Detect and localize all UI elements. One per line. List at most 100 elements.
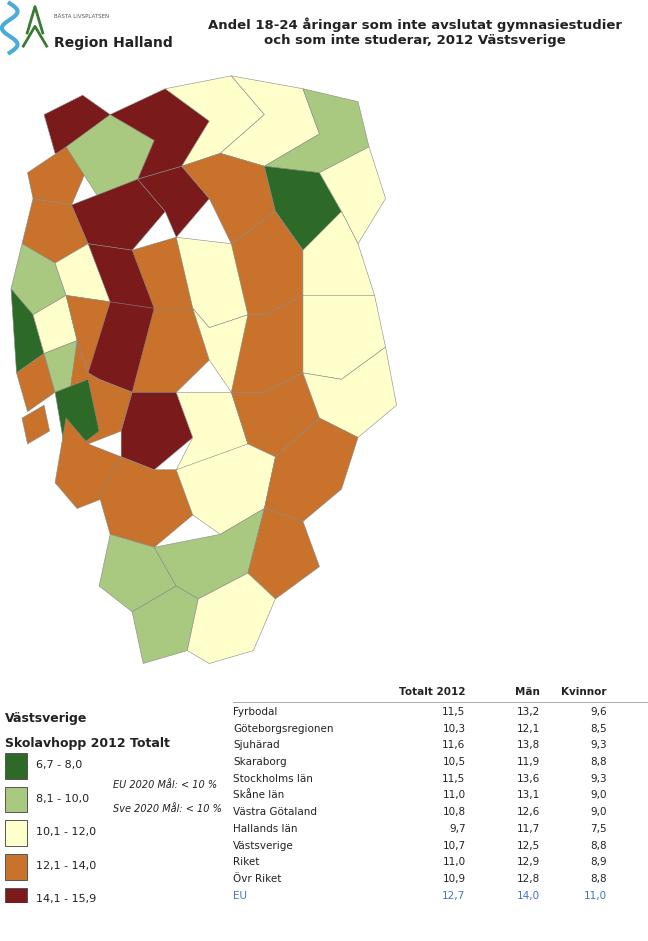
Text: 10,1 - 12,0: 10,1 - 12,0 <box>36 827 97 837</box>
Polygon shape <box>319 147 386 244</box>
Polygon shape <box>138 167 209 237</box>
Polygon shape <box>303 295 386 379</box>
Text: 11,0: 11,0 <box>583 891 607 901</box>
Text: 9,0: 9,0 <box>590 790 607 801</box>
Polygon shape <box>110 88 209 179</box>
Polygon shape <box>88 244 165 327</box>
Text: 9,6: 9,6 <box>590 707 607 717</box>
FancyBboxPatch shape <box>5 854 27 880</box>
Text: 12,1: 12,1 <box>517 724 540 734</box>
Polygon shape <box>231 295 330 392</box>
Text: 8,1 - 10,0: 8,1 - 10,0 <box>36 793 89 804</box>
Polygon shape <box>17 354 55 411</box>
Polygon shape <box>66 115 154 199</box>
Text: Hallands län: Hallands län <box>233 824 298 834</box>
Polygon shape <box>28 147 88 205</box>
Polygon shape <box>121 392 193 470</box>
Polygon shape <box>231 373 319 456</box>
Polygon shape <box>187 573 275 663</box>
Text: 7,5: 7,5 <box>590 824 607 834</box>
Polygon shape <box>22 199 88 263</box>
Polygon shape <box>231 212 303 315</box>
Text: 12,7: 12,7 <box>443 891 465 901</box>
Text: 12,5: 12,5 <box>517 840 540 851</box>
Polygon shape <box>55 379 99 456</box>
Text: Västsverige: Västsverige <box>5 711 87 725</box>
Text: 13,6: 13,6 <box>517 774 540 784</box>
Text: Västra Götaland: Västra Götaland <box>233 807 318 817</box>
Text: 13,1: 13,1 <box>517 790 540 801</box>
Text: 9,3: 9,3 <box>590 741 607 750</box>
Text: 9,7: 9,7 <box>449 824 465 834</box>
FancyBboxPatch shape <box>5 787 27 812</box>
Text: 11,6: 11,6 <box>443 741 465 750</box>
Text: 10,9: 10,9 <box>443 874 465 884</box>
Text: 8,9: 8,9 <box>590 857 607 868</box>
Polygon shape <box>44 95 110 153</box>
Text: 9,3: 9,3 <box>590 774 607 784</box>
Text: 12,9: 12,9 <box>517 857 540 868</box>
Text: 13,2: 13,2 <box>517 707 540 717</box>
Polygon shape <box>303 347 397 438</box>
Text: EU: EU <box>233 891 248 901</box>
Polygon shape <box>99 534 176 612</box>
Text: 12,6: 12,6 <box>517 807 540 817</box>
Text: Fyrbodal: Fyrbodal <box>233 707 277 717</box>
Polygon shape <box>264 418 358 521</box>
Text: Skåne län: Skåne län <box>233 790 284 801</box>
FancyBboxPatch shape <box>5 821 27 846</box>
Polygon shape <box>165 76 264 167</box>
Polygon shape <box>132 309 209 392</box>
Text: EU 2020 Mål: < 10 %: EU 2020 Mål: < 10 % <box>113 780 218 789</box>
Text: Stockholms län: Stockholms län <box>233 774 313 784</box>
Text: 9,0: 9,0 <box>590 807 607 817</box>
Polygon shape <box>22 406 49 444</box>
Text: 8,8: 8,8 <box>590 874 607 884</box>
Polygon shape <box>176 392 248 470</box>
Text: Sjuhärad: Sjuhärad <box>233 741 280 750</box>
Text: 8,5: 8,5 <box>590 724 607 734</box>
Text: Män: Män <box>515 687 540 696</box>
Text: 13,8: 13,8 <box>517 741 540 750</box>
Text: 10,7: 10,7 <box>443 840 465 851</box>
Text: 8,8: 8,8 <box>590 757 607 767</box>
Polygon shape <box>88 302 165 392</box>
Polygon shape <box>66 341 132 444</box>
Text: Övr Riket: Övr Riket <box>233 874 282 884</box>
Polygon shape <box>303 212 375 327</box>
Text: 10,5: 10,5 <box>443 757 465 767</box>
Polygon shape <box>248 508 319 598</box>
Polygon shape <box>154 508 264 598</box>
Polygon shape <box>66 295 121 373</box>
Polygon shape <box>176 444 275 534</box>
Text: 12,1 - 14,0: 12,1 - 14,0 <box>36 861 97 870</box>
Polygon shape <box>132 586 198 663</box>
Polygon shape <box>11 244 66 315</box>
Polygon shape <box>72 179 165 250</box>
Text: 10,8: 10,8 <box>443 807 465 817</box>
Text: 11,5: 11,5 <box>443 707 465 717</box>
Text: BÄSTA LIVSPLATSEN: BÄSTA LIVSPLATSEN <box>54 14 110 19</box>
Text: Skaraborg: Skaraborg <box>233 757 287 767</box>
Polygon shape <box>132 237 209 327</box>
Polygon shape <box>33 295 77 354</box>
Text: 8,8: 8,8 <box>590 840 607 851</box>
Text: Sve 2020 Mål: < 10 %: Sve 2020 Mål: < 10 % <box>113 804 222 814</box>
Text: 11,9: 11,9 <box>517 757 540 767</box>
Polygon shape <box>220 76 319 167</box>
Polygon shape <box>11 289 44 373</box>
Polygon shape <box>264 167 341 250</box>
Text: Göteborgsregionen: Göteborgsregionen <box>233 724 334 734</box>
Text: Region Halland: Region Halland <box>54 36 173 50</box>
Polygon shape <box>55 244 121 302</box>
Text: 14,1 - 15,9: 14,1 - 15,9 <box>36 894 97 904</box>
Text: Kvinnor: Kvinnor <box>561 687 607 696</box>
Text: 11,0: 11,0 <box>443 790 465 801</box>
Polygon shape <box>193 309 264 392</box>
FancyBboxPatch shape <box>5 753 27 779</box>
Text: Västsverige: Västsverige <box>233 840 294 851</box>
Text: 11,0: 11,0 <box>443 857 465 868</box>
Text: 6,7 - 8,0: 6,7 - 8,0 <box>36 760 82 770</box>
Text: 12,8: 12,8 <box>517 874 540 884</box>
Polygon shape <box>55 418 121 508</box>
